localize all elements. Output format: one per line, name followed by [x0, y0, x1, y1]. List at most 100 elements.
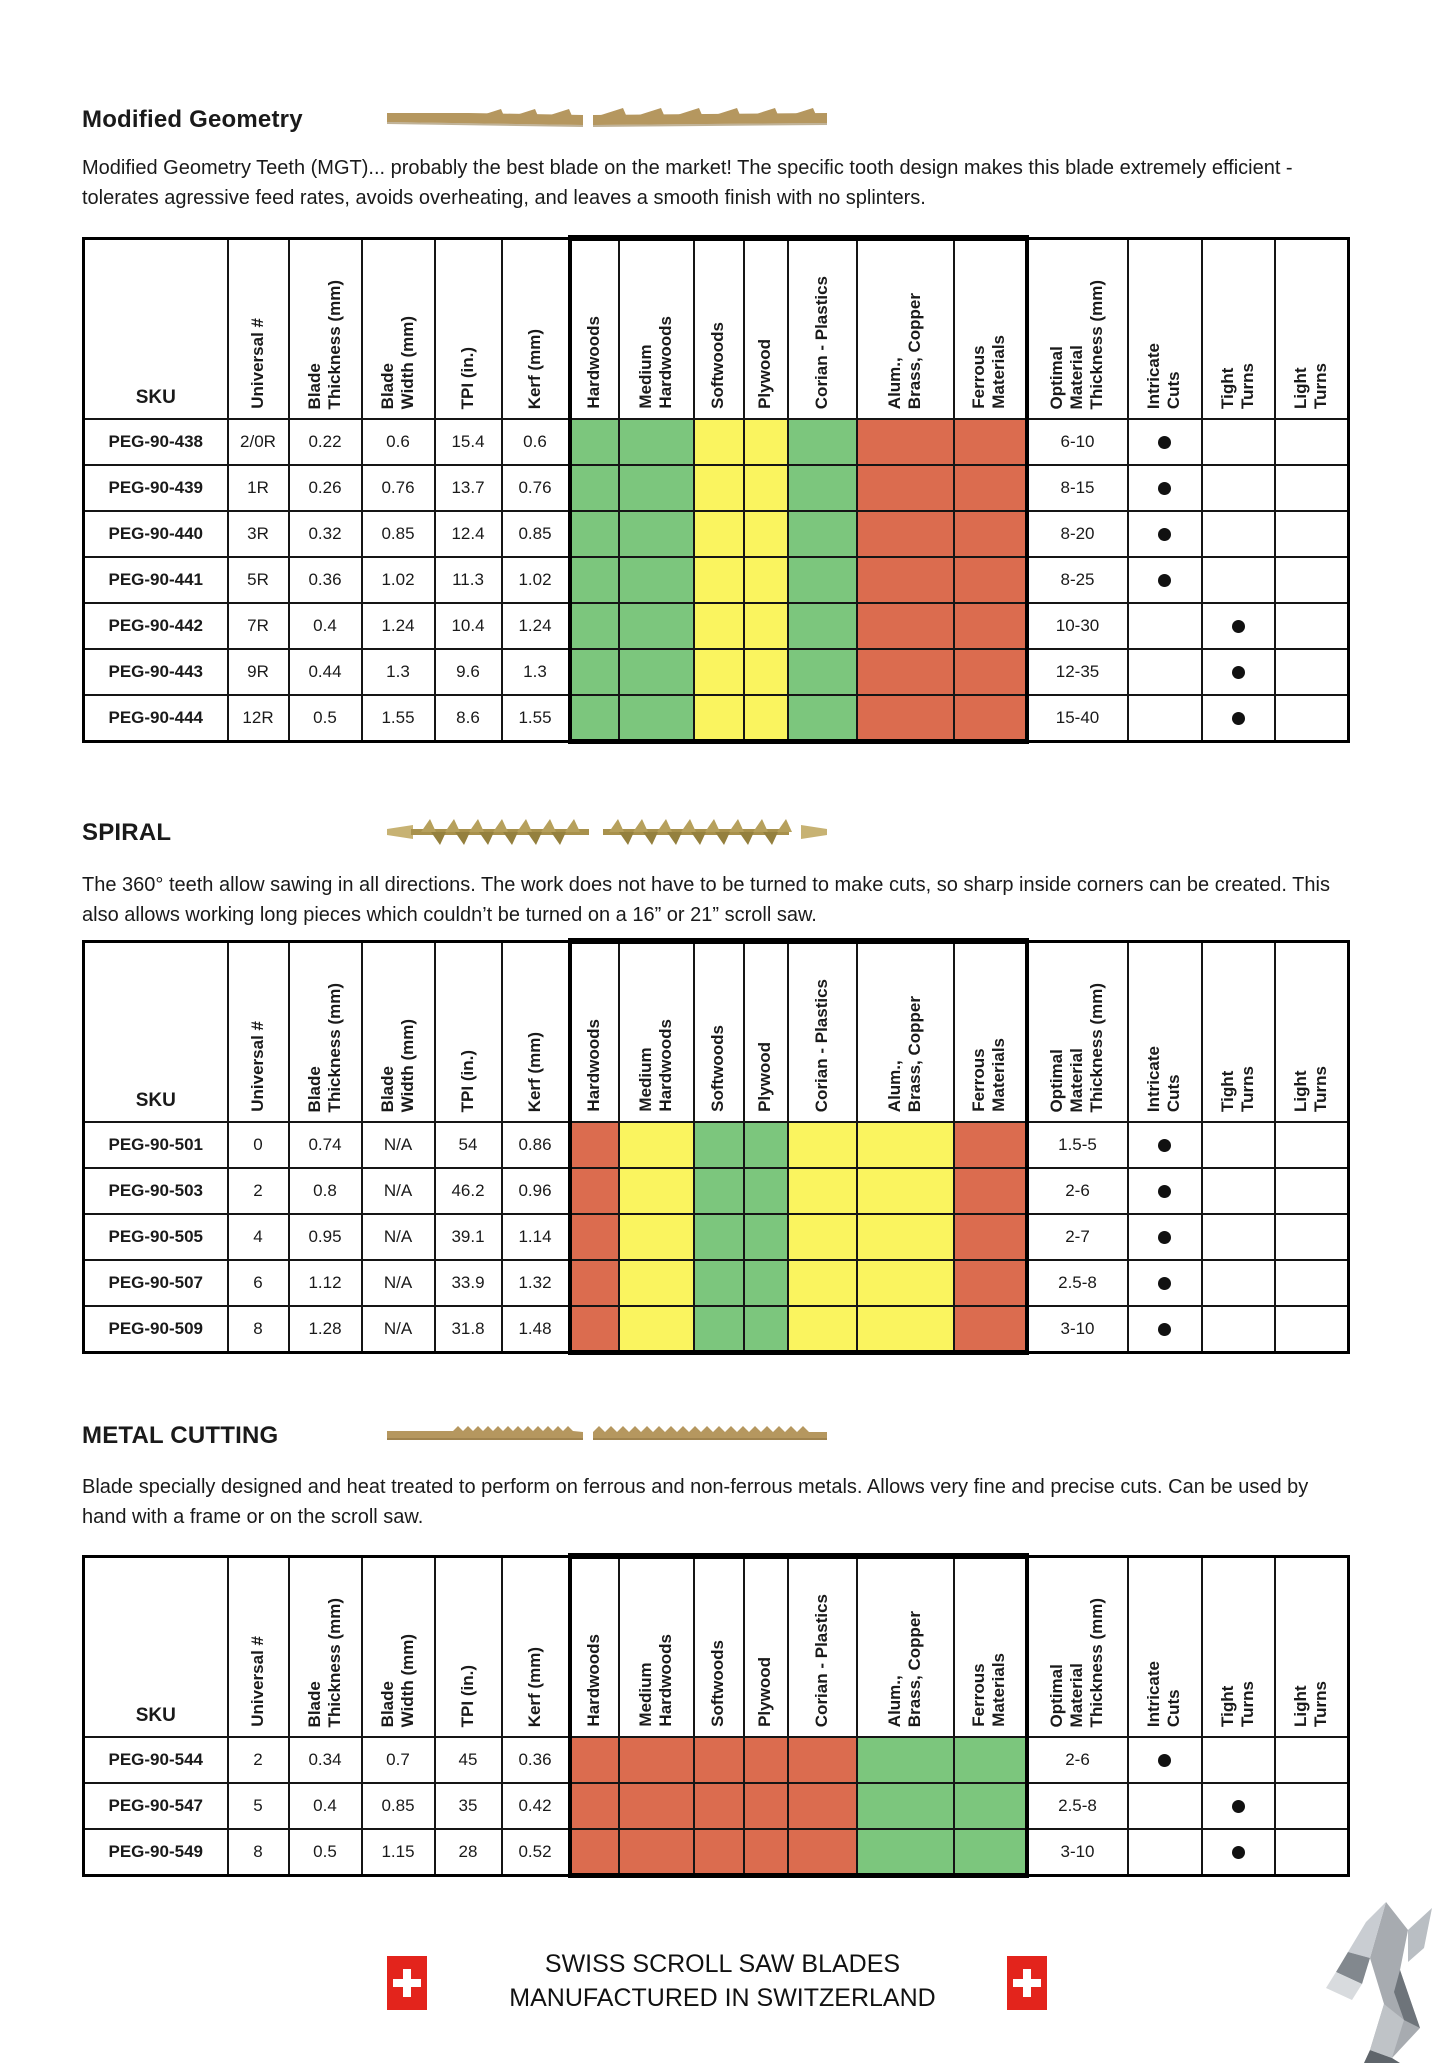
cell-kerf: 1.55 — [500, 694, 571, 742]
cell-light — [1273, 1736, 1350, 1784]
cell-m6 — [952, 464, 1029, 512]
col-header-thickness: Blade Thickness (mm) — [287, 940, 363, 1123]
cell-m6 — [952, 510, 1029, 558]
footer-text: SWISS SCROLL SAW BLADES MANUFACTURED IN … — [0, 1947, 1445, 2015]
cell-universal: 8 — [226, 1305, 290, 1353]
blade-spec-table-modified-geometry: SKU Universal # Blade Thickness (mm) Blade … — [82, 235, 1350, 744]
spiral-blade-icon — [387, 816, 827, 853]
col-header-label: Softwoods — [708, 322, 728, 409]
cell-tpi: 33.9 — [433, 1259, 503, 1307]
col-header-label: Alum., Brass, Copper — [884, 995, 924, 1112]
cell-m2 — [692, 694, 745, 744]
cell-m3 — [742, 648, 789, 696]
cell-intricate — [1126, 1259, 1203, 1307]
cell-light — [1273, 556, 1350, 604]
col-header-label: Tight Turns — [1217, 1681, 1257, 1727]
cell-thickness: 0.5 — [287, 694, 363, 742]
cell-universal: 12R — [226, 694, 290, 742]
col-header-m0: Hardwoods — [567, 1553, 620, 1738]
cell-m6 — [952, 1782, 1029, 1830]
col-header-label: Optimal Material Thickness (mm) — [1047, 279, 1107, 409]
cell-light — [1273, 1167, 1350, 1215]
col-header-m4: Corian - Plastics — [786, 1553, 858, 1738]
cell-kerf: 1.02 — [500, 556, 571, 604]
table-row: PEG-90-503 2 0.8 N/A 46.2 0.96 2-6 — [82, 1167, 1350, 1215]
col-header-width: Blade Width (mm) — [360, 1555, 436, 1738]
cell-m2 — [692, 1213, 745, 1261]
cell-intricate — [1126, 1828, 1203, 1876]
col-header-label: Medium Hardwoods — [635, 1634, 675, 1727]
col-header-intricate: Intricate Cuts — [1126, 940, 1203, 1123]
dot-mark — [1231, 620, 1245, 634]
cell-m4 — [786, 648, 858, 696]
table-row: PEG-90-443 9R 0.44 1.3 9.6 1.3 12-35 — [82, 648, 1350, 696]
col-header-universal: Universal # — [226, 237, 290, 420]
cell-m6 — [952, 648, 1029, 696]
cell-m4 — [786, 1167, 858, 1215]
cell-tight — [1200, 464, 1276, 512]
cell-m4 — [786, 556, 858, 604]
table-row: PEG-90-442 7R 0.4 1.24 10.4 1.24 10-30 — [82, 602, 1350, 650]
cell-m5 — [855, 1167, 955, 1215]
flag-cross — [1013, 1979, 1041, 1987]
cell-m6 — [952, 1828, 1029, 1878]
cell-m5 — [855, 464, 955, 512]
table-row: PEG-90-509 8 1.28 N/A 31.8 1.48 3-10 — [82, 1305, 1350, 1355]
table-row: PEG-90-444 12R 0.5 1.55 8.6 1.55 15-40 — [82, 694, 1350, 744]
cell-m2 — [692, 1782, 745, 1830]
col-header-label: Ferrous Materials — [969, 1038, 1009, 1112]
cell-universal: 2/0R — [226, 418, 290, 466]
cell-intricate — [1126, 1736, 1203, 1784]
dot-mark — [1158, 1322, 1171, 1336]
table-mount-spiral: SKU Universal # Blade Thickness (mm) Blade … — [82, 938, 1372, 1355]
cell-m5 — [855, 1259, 955, 1307]
col-header-label: Universal # — [247, 318, 267, 409]
col-header-label: Optimal Material Thickness (mm) — [1047, 982, 1107, 1112]
cell-light — [1273, 1828, 1350, 1876]
cell-tight — [1200, 1121, 1276, 1169]
cell-sku: PEG-90-438 — [82, 418, 229, 466]
col-header-m2: Softwoods — [692, 938, 745, 1123]
cell-kerf: 0.85 — [500, 510, 571, 558]
cell-m3 — [742, 1167, 789, 1215]
cell-kerf: 0.6 — [500, 418, 571, 466]
cell-m6 — [952, 1305, 1029, 1355]
cell-thickness: 1.12 — [287, 1259, 363, 1307]
cell-m4 — [786, 1121, 858, 1169]
cell-m0 — [567, 1167, 620, 1215]
col-header-label: Corian - Plastics — [811, 978, 831, 1112]
col-header-label: Plywood — [755, 1042, 775, 1112]
cell-intricate — [1126, 694, 1203, 742]
cell-m1 — [617, 1121, 695, 1169]
cell-universal: 5 — [226, 1782, 290, 1830]
cell-m0 — [567, 648, 620, 696]
col-header-label: Corian - Plastics — [811, 275, 831, 409]
col-header-label: Blade Thickness (mm) — [304, 982, 344, 1112]
cell-universal: 7R — [226, 602, 290, 650]
cell-kerf: 1.48 — [500, 1305, 571, 1353]
cell-m5 — [855, 1736, 955, 1784]
section-description: Modified Geometry Teeth (MGT)... probabl… — [82, 157, 1293, 209]
cell-m0 — [567, 1736, 620, 1784]
cell-thickness: 0.5 — [287, 1828, 363, 1876]
cell-kerf: 1.14 — [500, 1213, 571, 1261]
section-title: SPIRAL — [82, 819, 172, 846]
dot-mark — [1158, 1185, 1171, 1199]
col-header-light: Light Turns — [1273, 940, 1350, 1123]
cell-sku: PEG-90-549 — [82, 1828, 229, 1876]
table-row: PEG-90-501 0 0.74 N/A 54 0.86 1.5-5 — [82, 1121, 1350, 1169]
cell-kerf: 0.52 — [500, 1828, 571, 1876]
col-header-m5: Alum., Brass, Copper — [855, 1553, 955, 1738]
footer-line1: SWISS SCROLL SAW BLADES — [544, 1950, 901, 1978]
metal-blade-icon — [387, 1419, 827, 1450]
cell-tight — [1200, 648, 1276, 696]
table-row: PEG-90-505 4 0.95 N/A 39.1 1.14 2-7 — [82, 1213, 1350, 1261]
swiss-flag-left-icon — [387, 1956, 427, 2010]
header-row: SKU Universal # Blade Thickness (mm) Blade … — [82, 235, 1350, 420]
col-header-label: Tight Turns — [1217, 1066, 1257, 1112]
col-header-label: Alum., Brass, Copper — [884, 292, 924, 409]
cell-sku: PEG-90-509 — [82, 1305, 229, 1353]
col-header-light: Light Turns — [1273, 1555, 1350, 1738]
cell-m5 — [855, 648, 955, 696]
cell-sku: PEG-90-544 — [82, 1736, 229, 1784]
